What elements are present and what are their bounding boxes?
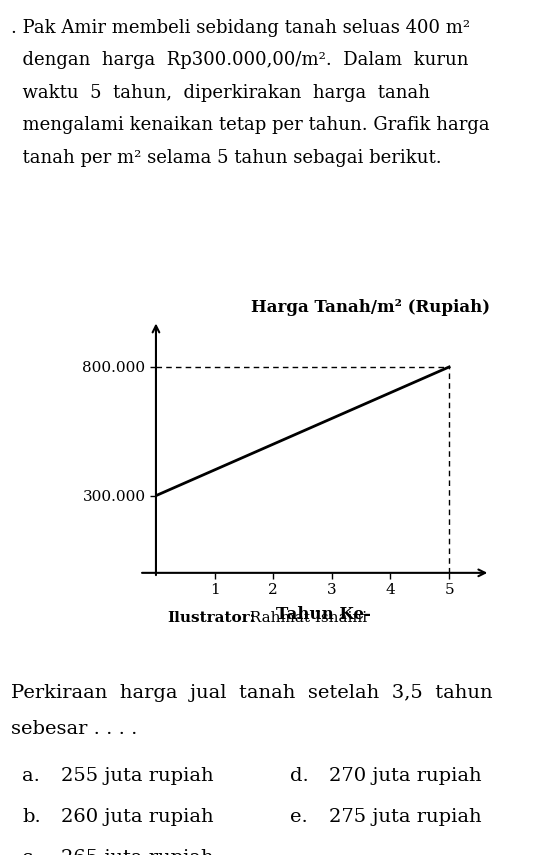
X-axis label: Tahun Ke-: Tahun Ke- [276, 605, 370, 622]
Text: 260 juta rupiah: 260 juta rupiah [61, 808, 214, 826]
Text: 270 juta rupiah: 270 juta rupiah [329, 767, 481, 785]
Text: sebesar . . . .: sebesar . . . . [11, 720, 138, 738]
Text: dengan  harga  Rp300.000,00/m².  Dalam  kurun: dengan harga Rp300.000,00/m². Dalam kuru… [11, 51, 468, 69]
Text: d.: d. [290, 767, 309, 785]
Text: . Pak Amir membeli sebidang tanah seluas 400 m²: . Pak Amir membeli sebidang tanah seluas… [11, 19, 470, 37]
Text: 265 juta rupiah: 265 juta rupiah [61, 849, 214, 855]
Text: c.: c. [22, 849, 40, 855]
Text: Ilustrator:: Ilustrator: [167, 611, 255, 625]
Text: Perkiraan  harga  jual  tanah  setelah  3,5  tahun: Perkiraan harga jual tanah setelah 3,5 t… [11, 684, 493, 702]
Text: 255 juta rupiah: 255 juta rupiah [61, 767, 214, 785]
Text: 275 juta rupiah: 275 juta rupiah [329, 808, 481, 826]
Text: tanah per m² selama 5 tahun sebagai berikut.: tanah per m² selama 5 tahun sebagai beri… [11, 149, 442, 167]
Text: mengalami kenaikan tetap per tahun. Grafik harga: mengalami kenaikan tetap per tahun. Graf… [11, 116, 490, 134]
Text: Rahmat Isnaini: Rahmat Isnaini [240, 611, 367, 625]
Text: waktu  5  tahun,  diperkirakan  harga  tanah: waktu 5 tahun, diperkirakan harga tanah [11, 84, 430, 102]
Text: Harga Tanah/m² (Rupiah): Harga Tanah/m² (Rupiah) [251, 299, 490, 316]
Text: e.: e. [290, 808, 307, 826]
Text: b.: b. [22, 808, 41, 826]
Text: a.: a. [22, 767, 40, 785]
